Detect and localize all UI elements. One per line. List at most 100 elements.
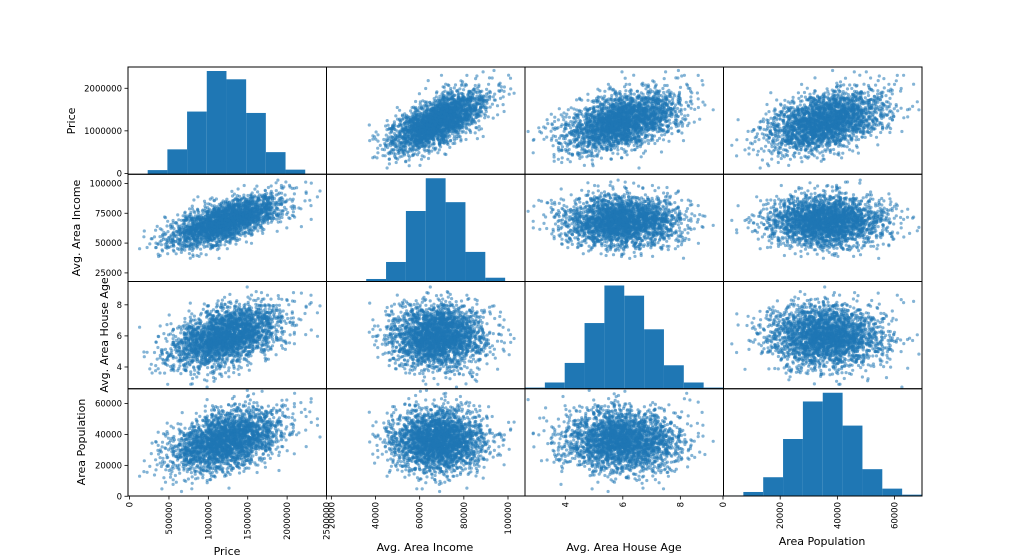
point [418, 143, 422, 147]
point [475, 74, 479, 78]
point [579, 109, 583, 113]
point [371, 156, 375, 160]
point [410, 135, 414, 139]
point [450, 90, 454, 94]
point [616, 152, 620, 156]
point [403, 149, 407, 153]
point [448, 92, 452, 96]
point [678, 85, 683, 89]
point [586, 98, 590, 102]
point [643, 140, 647, 144]
point [562, 111, 566, 115]
point [677, 92, 682, 96]
point [423, 149, 427, 153]
point [407, 125, 412, 129]
point [462, 104, 466, 108]
point [661, 138, 666, 142]
point [552, 155, 556, 159]
point [416, 118, 420, 122]
point [663, 83, 667, 88]
point [499, 85, 503, 89]
point [677, 109, 682, 114]
point [453, 130, 457, 134]
point [395, 105, 399, 110]
point [620, 125, 624, 129]
point [418, 102, 422, 106]
point [434, 122, 438, 126]
point [462, 116, 466, 120]
point [440, 107, 445, 111]
point [673, 122, 678, 126]
point [394, 114, 398, 118]
point [445, 125, 449, 129]
point [435, 90, 439, 94]
point [599, 95, 604, 99]
point [567, 115, 572, 119]
point [599, 144, 603, 148]
point [606, 129, 610, 133]
point [637, 135, 641, 139]
point [602, 142, 607, 147]
point [427, 151, 431, 155]
point [498, 96, 503, 100]
point [491, 116, 495, 120]
point [452, 98, 456, 102]
point [410, 122, 415, 126]
point [621, 119, 625, 123]
point [367, 123, 371, 127]
point [586, 92, 590, 96]
point [451, 123, 455, 127]
point [406, 122, 410, 126]
point [426, 79, 430, 83]
point [436, 151, 440, 155]
point [465, 73, 469, 77]
point [448, 119, 452, 123]
point [656, 113, 660, 117]
point [532, 137, 536, 142]
point [686, 124, 690, 128]
point [606, 101, 610, 105]
point [657, 129, 661, 133]
point [618, 133, 622, 137]
point [460, 130, 464, 134]
point [403, 135, 407, 139]
point [432, 137, 436, 141]
point [584, 106, 588, 110]
point [682, 73, 687, 77]
point [449, 110, 453, 114]
point [441, 94, 445, 98]
panel-0-1 [326, 66, 526, 175]
point [387, 127, 391, 131]
point [562, 118, 566, 122]
point [392, 132, 397, 136]
point [468, 112, 472, 117]
point [374, 130, 378, 134]
point [383, 154, 387, 158]
point [613, 108, 617, 112]
point [630, 148, 634, 152]
point [639, 91, 643, 95]
point [417, 151, 421, 155]
point [657, 93, 661, 97]
point [444, 99, 448, 103]
point [596, 123, 601, 128]
point [425, 134, 429, 138]
point [477, 85, 481, 89]
point [467, 89, 471, 93]
point [629, 96, 633, 100]
point [590, 116, 595, 120]
point [569, 132, 573, 136]
point [641, 81, 645, 85]
point [563, 123, 567, 127]
point [376, 151, 380, 155]
point [376, 133, 380, 137]
point [452, 134, 457, 138]
point [402, 141, 406, 146]
point [684, 117, 688, 121]
point [544, 126, 548, 130]
point [665, 130, 670, 134]
point [452, 113, 456, 117]
point [620, 70, 624, 74]
point [647, 104, 651, 108]
point [684, 100, 688, 104]
